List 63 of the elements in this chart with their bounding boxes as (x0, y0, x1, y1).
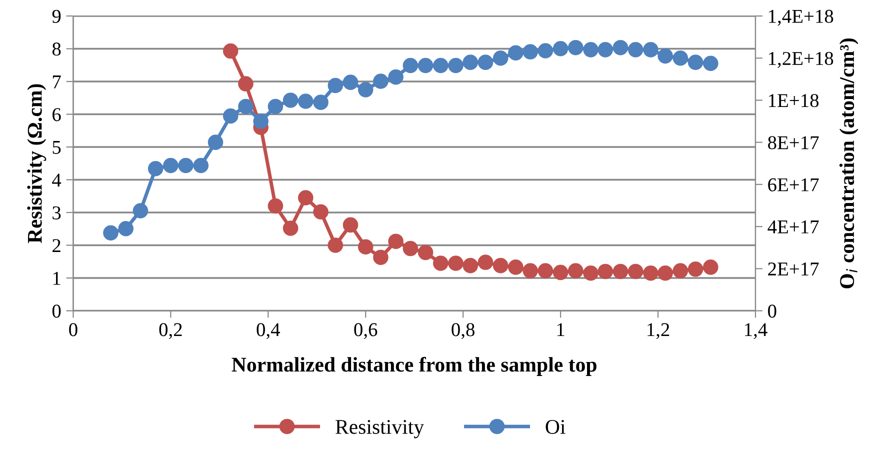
y-tick-label: 2 (52, 239, 60, 252)
point (282, 220, 298, 236)
y2-tick-label: 1E+18 (768, 94, 819, 108)
x-tick-label: 0,4 (256, 323, 280, 340)
point (388, 234, 404, 249)
point (688, 262, 704, 277)
y-tick-label: 8 (52, 42, 61, 56)
point (268, 198, 284, 214)
point (222, 43, 238, 59)
point (462, 258, 478, 274)
x-tick-label: 1,2 (648, 323, 670, 340)
point (313, 204, 328, 220)
y2-tick-label: 0 (768, 304, 776, 318)
point (478, 254, 494, 270)
point (448, 256, 464, 271)
y2-tick-label: 1,2E+18 (768, 52, 834, 68)
point (612, 264, 628, 280)
legend-label: Resistivity (336, 420, 424, 438)
y-tick-label: 6 (52, 108, 61, 122)
y-tick-label: 7 (52, 76, 61, 88)
point (598, 264, 614, 280)
y2-tick-label: 4E+17 (768, 220, 819, 234)
point (238, 76, 254, 92)
point (672, 263, 688, 278)
point (298, 190, 314, 206)
y-tick-label: 5 (52, 141, 61, 154)
point (522, 263, 538, 278)
y-tick-label: 3 (52, 206, 61, 220)
x-tick-label: 0,2 (159, 323, 182, 340)
point (538, 263, 554, 278)
point (658, 265, 673, 281)
point (433, 256, 448, 271)
x-tick-label: 0 (69, 323, 78, 336)
point (583, 265, 598, 281)
y2-tick-label: 2E+17 (768, 262, 819, 276)
point (703, 260, 718, 275)
x-tick-label: 0,8 (452, 323, 474, 340)
point (568, 263, 584, 278)
point (358, 239, 374, 255)
legend-label: Oi (546, 420, 566, 434)
x-tick-label: 0,6 (354, 323, 378, 340)
point (508, 260, 524, 275)
point (373, 250, 388, 266)
point (328, 238, 344, 253)
point (418, 244, 434, 260)
point (402, 240, 418, 256)
y-tick-label: 1 (53, 272, 60, 285)
y-tick-label: 0 (52, 304, 61, 318)
x-tick-label: 1 (557, 323, 564, 336)
point (628, 264, 644, 280)
y2-axis-title: O$_{i}$ concentration (atom/cm³) (839, 38, 858, 288)
y2-tick-label: 8E+17 (768, 136, 819, 150)
x-tick-label: 1,4 (745, 323, 768, 340)
x-axis-title: Normalized distance from the sample top (232, 356, 596, 376)
y-tick-label: 9 (52, 10, 61, 23)
y-axis-title: Resistivity (Ω.cm) (27, 84, 46, 244)
y-tick-label: 4 (52, 174, 62, 186)
point (492, 258, 508, 274)
y2-tick-label: 1,4E+18 (768, 10, 834, 26)
point (552, 264, 568, 280)
point (643, 265, 658, 281)
point (342, 217, 358, 233)
y2-tick-label: 6E+17 (768, 178, 819, 192)
